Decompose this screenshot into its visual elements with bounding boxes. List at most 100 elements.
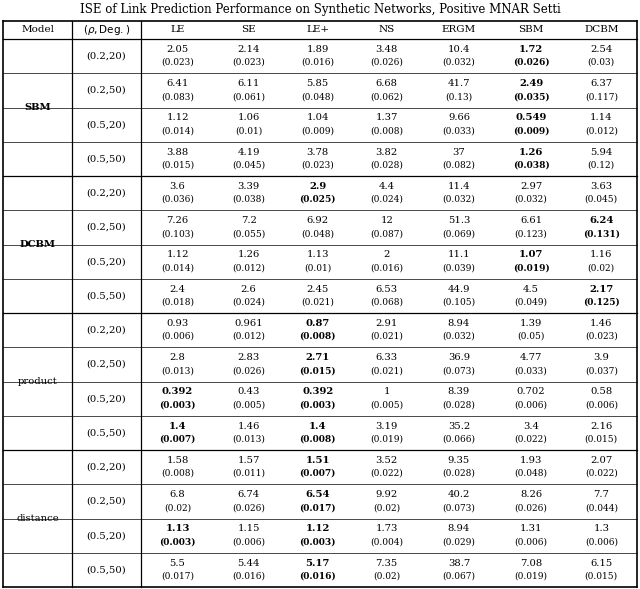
Text: 1.15: 1.15 <box>237 524 260 533</box>
Text: (0.2,20): (0.2,20) <box>86 326 127 335</box>
Text: 3.9: 3.9 <box>593 353 609 362</box>
Text: (0.016): (0.016) <box>370 263 403 272</box>
Text: (0.006): (0.006) <box>515 401 548 409</box>
Text: 9.66: 9.66 <box>448 113 470 123</box>
Text: (0.025): (0.025) <box>300 195 336 204</box>
Text: distance: distance <box>16 514 59 523</box>
Text: 1.3: 1.3 <box>593 524 609 533</box>
Text: (0.013): (0.013) <box>232 435 265 444</box>
Text: 11.1: 11.1 <box>447 250 470 259</box>
Text: (0.013): (0.013) <box>161 366 194 375</box>
Text: (0.02): (0.02) <box>588 263 615 272</box>
Text: 0.549: 0.549 <box>515 113 547 123</box>
Text: ISE of Link Prediction Performance on Synthetic Networks, Positive MNAR Setti: ISE of Link Prediction Performance on Sy… <box>79 4 561 16</box>
Text: (0.012): (0.012) <box>585 126 618 135</box>
Text: (0.035): (0.035) <box>513 92 549 101</box>
Text: (0.029): (0.029) <box>442 537 476 546</box>
Text: 6.68: 6.68 <box>376 79 397 88</box>
Text: 3.52: 3.52 <box>376 456 398 465</box>
Text: (0.012): (0.012) <box>232 263 265 272</box>
Text: (0.02): (0.02) <box>373 571 400 581</box>
Text: (0.023): (0.023) <box>232 58 265 67</box>
Text: 3.88: 3.88 <box>166 147 189 157</box>
Text: (0.01): (0.01) <box>304 263 332 272</box>
Text: 3.19: 3.19 <box>376 422 398 431</box>
Text: (0.008): (0.008) <box>161 469 194 478</box>
Text: (0.006): (0.006) <box>585 537 618 546</box>
Text: (0.03): (0.03) <box>588 58 615 67</box>
Text: (0.023): (0.023) <box>301 161 334 170</box>
Text: 1.13: 1.13 <box>307 250 329 259</box>
Text: 2.07: 2.07 <box>590 456 612 465</box>
Text: 1.89: 1.89 <box>307 45 329 54</box>
Text: 3.6: 3.6 <box>170 182 186 191</box>
Text: (0.006): (0.006) <box>585 401 618 409</box>
Text: 3.63: 3.63 <box>590 182 612 191</box>
Text: 4.19: 4.19 <box>237 147 260 157</box>
Text: 3.4: 3.4 <box>523 422 539 431</box>
Text: product: product <box>18 377 58 386</box>
Text: LE: LE <box>170 25 185 35</box>
Text: 6.74: 6.74 <box>237 490 260 499</box>
Text: 1.46: 1.46 <box>590 319 612 327</box>
Text: (0.117): (0.117) <box>585 92 618 101</box>
Text: 5.44: 5.44 <box>237 558 260 568</box>
Text: 2.49: 2.49 <box>519 79 543 88</box>
Text: (0.026): (0.026) <box>232 503 265 512</box>
Text: (0.087): (0.087) <box>370 229 403 238</box>
Text: 0.702: 0.702 <box>516 388 545 396</box>
Text: 2.14: 2.14 <box>237 45 260 54</box>
Text: 9.35: 9.35 <box>448 456 470 465</box>
Text: 2.45: 2.45 <box>307 284 329 293</box>
Text: (0.003): (0.003) <box>159 537 196 546</box>
Text: 1.12: 1.12 <box>166 113 189 123</box>
Text: 0.392: 0.392 <box>162 388 193 396</box>
Text: 1.73: 1.73 <box>376 524 398 533</box>
Text: (0.003): (0.003) <box>159 401 196 409</box>
Text: (0.015): (0.015) <box>161 161 194 170</box>
Text: 5.17: 5.17 <box>305 558 330 568</box>
Text: (0.044): (0.044) <box>585 503 618 512</box>
Text: (0.038): (0.038) <box>513 161 550 170</box>
Text: 0.87: 0.87 <box>305 319 330 327</box>
Text: 9.92: 9.92 <box>376 490 398 499</box>
Text: (0.048): (0.048) <box>301 92 334 101</box>
Text: (0.003): (0.003) <box>300 401 336 409</box>
Text: (0.024): (0.024) <box>371 195 403 204</box>
Text: 2: 2 <box>383 250 390 259</box>
Text: 35.2: 35.2 <box>448 422 470 431</box>
Text: 5.5: 5.5 <box>170 558 186 568</box>
Text: ERGM: ERGM <box>442 25 476 35</box>
Text: (0.2,20): (0.2,20) <box>86 188 127 198</box>
Text: (0.022): (0.022) <box>515 435 547 444</box>
Text: (0.12): (0.12) <box>588 161 615 170</box>
Text: 2.4: 2.4 <box>170 284 186 293</box>
Text: (0.045): (0.045) <box>232 161 265 170</box>
Text: (0.005): (0.005) <box>370 401 403 409</box>
Text: 6.54: 6.54 <box>305 490 330 499</box>
Text: SE: SE <box>241 25 256 35</box>
Text: (0.073): (0.073) <box>442 366 476 375</box>
Text: (0.131): (0.131) <box>583 229 620 238</box>
Text: 1.72: 1.72 <box>519 45 543 54</box>
Text: SBM: SBM <box>518 25 544 35</box>
Text: 7.08: 7.08 <box>520 558 542 568</box>
Text: 0.58: 0.58 <box>590 388 612 396</box>
Text: 1.51: 1.51 <box>305 456 330 465</box>
Text: (0.5,50): (0.5,50) <box>86 565 127 574</box>
Text: (0.005): (0.005) <box>232 401 265 409</box>
Text: (0.017): (0.017) <box>300 503 336 512</box>
Text: 6.15: 6.15 <box>590 558 612 568</box>
Text: 7.26: 7.26 <box>166 216 189 225</box>
Text: 1.93: 1.93 <box>520 456 542 465</box>
Text: (0.007): (0.007) <box>159 435 196 444</box>
Text: 3.48: 3.48 <box>376 45 398 54</box>
Text: (0.039): (0.039) <box>442 263 476 272</box>
Text: 6.11: 6.11 <box>237 79 260 88</box>
Text: (0.019): (0.019) <box>513 263 550 272</box>
Text: (0.045): (0.045) <box>585 195 618 204</box>
Text: 1.04: 1.04 <box>307 113 329 123</box>
Text: (0.026): (0.026) <box>371 58 403 67</box>
Text: 1.4: 1.4 <box>169 422 186 431</box>
Text: 2.17: 2.17 <box>589 284 613 293</box>
